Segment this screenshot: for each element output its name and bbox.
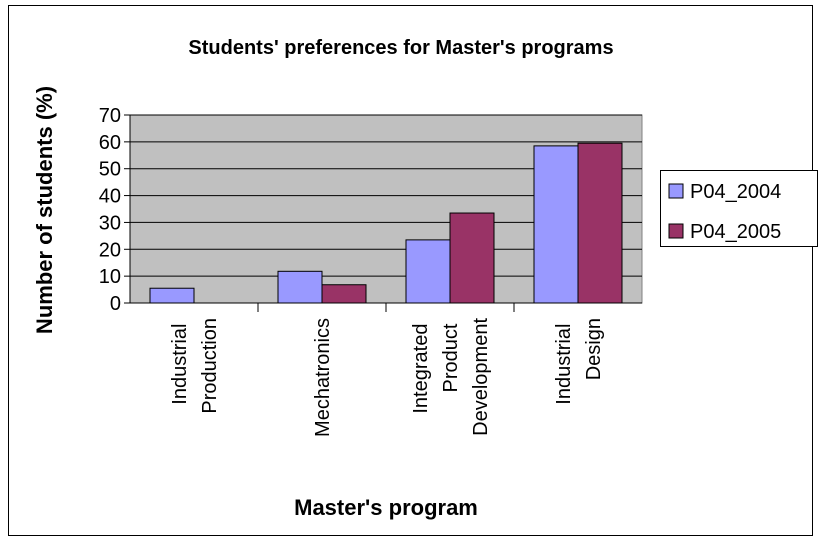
x-tick-label: Integrated Product Development — [410, 318, 492, 436]
y-tick-label: 0 — [110, 293, 121, 315]
bar — [277, 270, 323, 304]
legend-label: P04_2005 — [690, 221, 781, 243]
y-tick-label: 60 — [99, 132, 121, 154]
bar — [449, 212, 495, 304]
legend-label: P04_2004 — [690, 181, 781, 203]
y-axis-label: Number of students (%) — [32, 86, 57, 334]
legend-swatch — [668, 183, 684, 199]
x-tick-label: Industrial Production — [169, 318, 221, 414]
y-tick-label: 10 — [99, 266, 121, 288]
y-tick-label: 30 — [99, 212, 121, 234]
y-tick-label: 40 — [99, 186, 121, 208]
legend-swatch — [668, 223, 684, 239]
bar — [149, 287, 195, 304]
x-axis-label: Master's program — [294, 495, 478, 520]
y-tick-label: 20 — [99, 239, 121, 261]
x-tick-label: Industrial Design — [553, 318, 605, 405]
x-tick-label: Mechatronics — [312, 318, 334, 437]
chart-title: Students' preferences for Master's progr… — [188, 37, 613, 59]
bar — [321, 284, 367, 304]
y-tick-label: 50 — [99, 159, 121, 181]
bar — [405, 239, 451, 304]
bar — [577, 142, 623, 304]
y-tick-label: 70 — [99, 105, 121, 127]
bar — [533, 145, 579, 304]
legend-box — [660, 170, 818, 247]
